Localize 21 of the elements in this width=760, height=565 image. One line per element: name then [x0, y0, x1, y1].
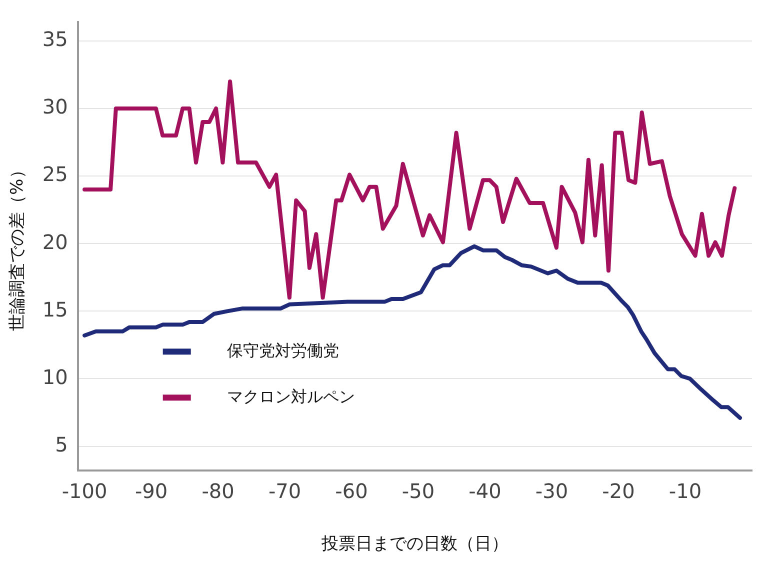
x-tick-label: -50 — [402, 478, 435, 503]
y-tick-label: 10 — [42, 364, 68, 389]
x-tick-label: -60 — [335, 478, 368, 503]
x-tick-label: -90 — [134, 478, 168, 503]
x-tick-label: -80 — [202, 478, 234, 503]
y-tick-label: 35 — [42, 27, 68, 52]
legend-label: マクロン対ルペン — [226, 386, 355, 406]
x-tick-label: -10 — [668, 478, 702, 503]
y-tick-label: 5 — [55, 432, 68, 456]
y-tick-label: 15 — [42, 297, 68, 322]
y-axis-title: 世論調査での差（%） — [8, 162, 28, 331]
y-tick-label: 30 — [42, 94, 68, 119]
x-tick-label: -20 — [602, 478, 635, 503]
x-axis-title: 投票日までの日数（日） — [320, 534, 508, 554]
legend-label: 保守党対労働党 — [226, 340, 339, 360]
y-tick-label: 20 — [42, 230, 68, 254]
x-tick-label: -40 — [468, 478, 502, 503]
x-tick-label: -70 — [268, 478, 302, 503]
x-tick-label: -30 — [535, 478, 568, 503]
y-tick-label: 25 — [42, 162, 68, 186]
x-tick-label: -100 — [62, 478, 108, 503]
